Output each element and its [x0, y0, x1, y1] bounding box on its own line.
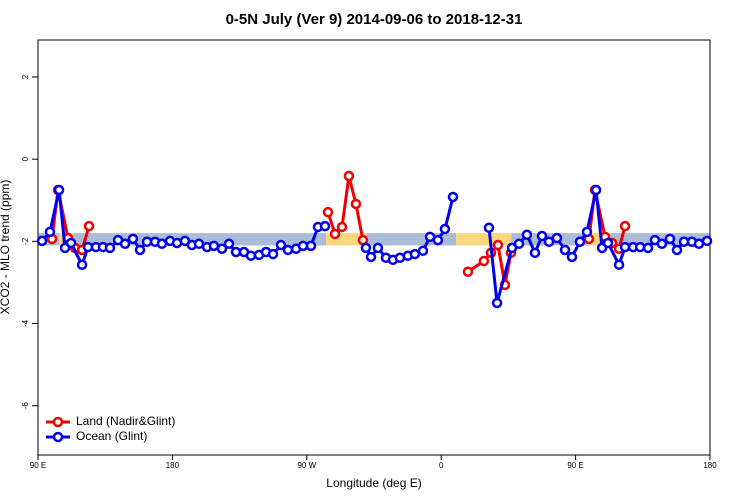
data-point — [513, 238, 525, 250]
data-point — [590, 184, 602, 196]
data-point — [417, 245, 429, 257]
data-point — [193, 238, 205, 250]
data-point — [365, 251, 377, 263]
data-point — [551, 232, 563, 244]
legend-marker — [52, 431, 64, 443]
data-point — [619, 220, 631, 232]
band — [456, 233, 512, 246]
x-tick-label: 90 E — [30, 461, 46, 470]
data-point — [329, 228, 341, 240]
data-point — [119, 238, 131, 250]
data-point — [462, 266, 474, 277]
data-point — [372, 242, 384, 254]
x-tick-label: 90 E — [567, 461, 583, 470]
y-tick-label: -2 — [21, 237, 30, 245]
data-point — [492, 239, 504, 251]
data-point — [275, 239, 287, 251]
y-tick-label: -4 — [21, 319, 30, 327]
data-point — [83, 220, 95, 232]
data-point — [613, 259, 625, 271]
data-point — [282, 244, 294, 256]
data-point — [491, 297, 503, 309]
data-point — [521, 229, 533, 241]
data-point — [216, 243, 228, 254]
data-point — [656, 238, 668, 250]
data-point — [127, 233, 139, 245]
data-point — [156, 238, 168, 250]
data-point — [343, 170, 355, 182]
data-point — [447, 191, 459, 203]
data-point — [336, 221, 348, 233]
y-axis-label: XCO2 - MLO trend (ppm) — [0, 180, 12, 315]
chart-title: 0-5N July (Ver 9) 2014-09-06 to 2018-12-… — [226, 11, 523, 28]
y-tick-label: 0 — [21, 156, 30, 161]
data-point — [693, 238, 705, 250]
data-point — [529, 247, 541, 259]
data-point — [104, 242, 116, 254]
data-point — [642, 242, 654, 254]
y-tick-label: 2 — [21, 74, 30, 79]
data-point — [574, 236, 586, 247]
data-point — [478, 255, 490, 267]
data-point — [36, 235, 48, 247]
data-point — [536, 230, 548, 242]
data-point — [671, 244, 683, 256]
data-point — [65, 237, 77, 249]
data-point — [76, 259, 88, 271]
data-point — [439, 223, 451, 235]
data-point — [223, 238, 235, 250]
data-point — [619, 241, 631, 253]
data-point — [322, 206, 334, 218]
legend-marker — [52, 416, 64, 428]
x-tick-label: 90 W — [297, 461, 316, 470]
data-point — [409, 248, 421, 260]
data-point — [245, 250, 257, 261]
data-point — [581, 226, 593, 238]
data-point — [44, 226, 56, 238]
x-tick-label: 180 — [166, 461, 180, 470]
data-point — [53, 184, 65, 196]
data-point — [566, 251, 578, 263]
data-point — [360, 242, 372, 254]
y-tick-label: -6 — [21, 402, 30, 410]
data-point — [305, 240, 317, 252]
data-point — [208, 240, 220, 252]
data-point — [141, 236, 153, 247]
data-point — [267, 248, 279, 260]
plot-frame — [37, 39, 711, 456]
legend-label: Land (Nadir&Glint) — [76, 414, 175, 428]
data-point — [134, 244, 146, 256]
legend-label: Ocean (Glint) — [76, 429, 147, 443]
data-point — [483, 222, 495, 234]
data-point — [664, 233, 676, 245]
data-point — [559, 244, 571, 256]
data-point — [432, 234, 444, 246]
data-point — [701, 235, 713, 247]
data-point — [350, 198, 362, 210]
data-point — [602, 237, 614, 249]
x-tick-label: 0 — [439, 461, 444, 470]
x-axis-label: Longitude (deg E) — [326, 476, 421, 490]
x-tick-label: 180 — [703, 461, 717, 470]
data-point — [543, 236, 555, 247]
data-point — [319, 220, 331, 232]
